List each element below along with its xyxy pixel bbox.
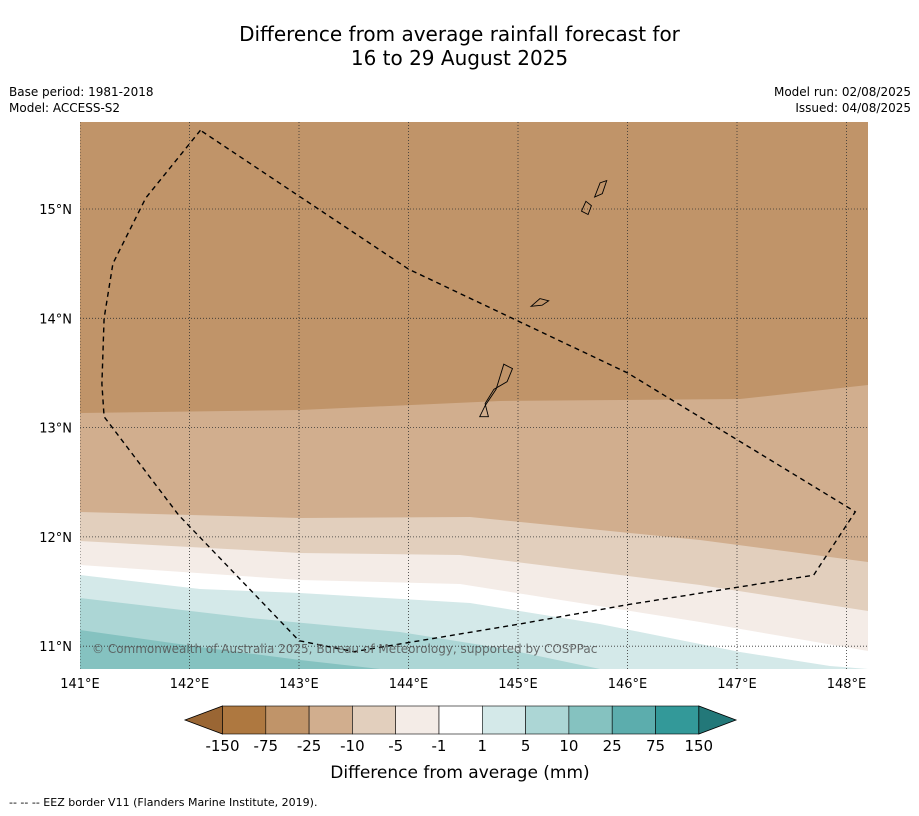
island-guam — [478, 363, 514, 418]
colorbar-segment — [525, 705, 570, 735]
colorbar-segment — [655, 705, 700, 735]
colorbar-tick-label: -150 — [205, 737, 239, 755]
title-line-1: Difference from average rainfall forecas… — [239, 22, 680, 46]
colorbar-tick-label: 10 — [559, 737, 578, 755]
island-rota — [529, 298, 550, 307]
longitude-label: 143°E — [279, 677, 319, 692]
island-saipan — [593, 179, 608, 198]
longitude-labels: 141°E 142°E 143°E 144°E 145°E 146°E 147°E 148°E — [60, 677, 866, 692]
copyright-text: © Commonwealth of Australia 2025, Bureau… — [92, 642, 597, 656]
eez-footnote: -- -- -- EEZ border V11 (Flanders Marine… — [9, 796, 318, 809]
longitude-label: 148°E — [827, 677, 867, 692]
colorbar-segment — [352, 705, 396, 735]
colorbar-segment — [481, 705, 526, 735]
colorbar-label: Difference from average (mm) — [330, 763, 589, 783]
issued-date: Issued: 04/08/2025 — [795, 101, 911, 115]
eez-border-line — [101, 129, 857, 653]
colorbar-segment — [308, 705, 353, 735]
colorbar-tick-label: -25 — [297, 737, 322, 755]
colorbar-tick-label: 1 — [478, 737, 488, 755]
model-run: Model run: 02/08/2025 — [773, 85, 911, 99]
model-info: Base period: 1981-2018 Model: ACCESS-S2 — [9, 84, 154, 116]
longitude-label: 141°E — [60, 677, 100, 692]
longitude-label: 145°E — [498, 677, 538, 692]
base-period: Base period: 1981-2018 — [9, 85, 154, 99]
longitude-label: 147°E — [717, 677, 757, 692]
colorbar-segment — [438, 705, 483, 735]
colorbar-tick-label: 150 — [684, 737, 713, 755]
colorbar-segment — [222, 705, 267, 735]
colorbar-tick-label: 25 — [603, 737, 622, 755]
latitude-label: 13°N — [39, 422, 72, 437]
model-name: Model: ACCESS-S2 — [9, 101, 121, 115]
latitude-label: 12°N — [39, 531, 72, 546]
longitude-label: 146°E — [608, 677, 648, 692]
longitude-label: 142°E — [170, 677, 210, 692]
latitude-label: 11°N — [39, 640, 72, 655]
colorbar-segment — [395, 705, 440, 735]
graticule — [80, 122, 868, 669]
latitude-labels: 15°N 14°N 13°N 12°N 11°N — [39, 203, 72, 655]
colorbar-segment — [568, 705, 613, 735]
colorbar-tick-label: -10 — [340, 737, 365, 755]
rainfall-contours — [80, 122, 868, 669]
coastlines — [478, 179, 608, 418]
map-title: Difference from average rainfall forecas… — [0, 22, 919, 70]
colorbar-segment — [265, 705, 310, 735]
colorbar-max-arrow — [698, 705, 738, 735]
colorbar-tick-label: -1 — [432, 737, 447, 755]
colorbar-tick-label: 75 — [646, 737, 665, 755]
colorbar-tick-label: -5 — [388, 737, 403, 755]
island-tinian — [580, 200, 592, 216]
colorbar-tick-label: -75 — [254, 737, 279, 755]
colorbar-tick-label: 5 — [521, 737, 531, 755]
title-line-2: 16 to 29 August 2025 — [350, 46, 569, 70]
colorbar-segment — [611, 705, 656, 735]
longitude-label: 144°E — [389, 677, 429, 692]
run-info: Model run: 02/08/2025 Issued: 04/08/2025 — [774, 84, 911, 116]
band-10-to-25 — [80, 630, 380, 669]
colorbar-min-arrow — [183, 705, 223, 735]
latitude-label: 15°N — [39, 203, 72, 218]
colorbar: -150 -75 -25 -10 -5 -1 1 5 10 25 75 150 — [183, 705, 738, 755]
latitude-label: 14°N — [39, 312, 72, 327]
